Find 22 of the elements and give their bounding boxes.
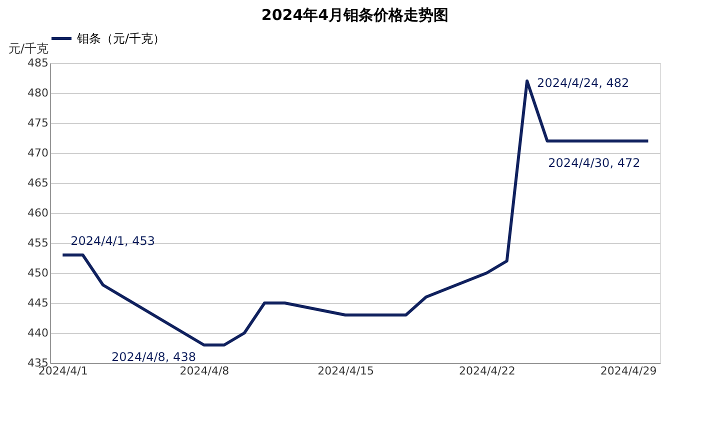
y-tick-label: 465 [28,176,48,190]
y-tick-label: 455 [28,236,48,250]
y-axis-title: 元/千克 [8,42,49,56]
chart-title: 2024年4月钼条价格走势图 [261,6,449,24]
annotation: 2024/4/1, 453 [70,234,156,248]
y-tick-label: 445 [28,296,48,310]
y-tick-label: 440 [28,326,48,340]
x-tick-label: 2024/4/8 [180,364,230,378]
x-tick-label: 2024/4/15 [318,364,374,378]
x-tick-label: 2024/4/22 [458,364,516,378]
annotation: 2024/4/30, 472 [548,156,640,170]
y-tick-label: 475 [28,116,48,130]
x-tick-label: 2024/4/29 [600,364,657,378]
y-tick-label: 460 [28,206,48,220]
annotation: 2024/4/8, 438 [112,350,196,364]
y-tick-label: 480 [28,86,48,100]
line-series [61,80,650,346]
y-tick-label: 470 [28,146,48,160]
legend-label: 钼条（元/千克） [76,32,166,46]
y-tick-label: 485 [28,56,48,70]
annotation: 2024/4/24, 482 [537,76,630,90]
y-tick-label: 450 [28,266,48,280]
